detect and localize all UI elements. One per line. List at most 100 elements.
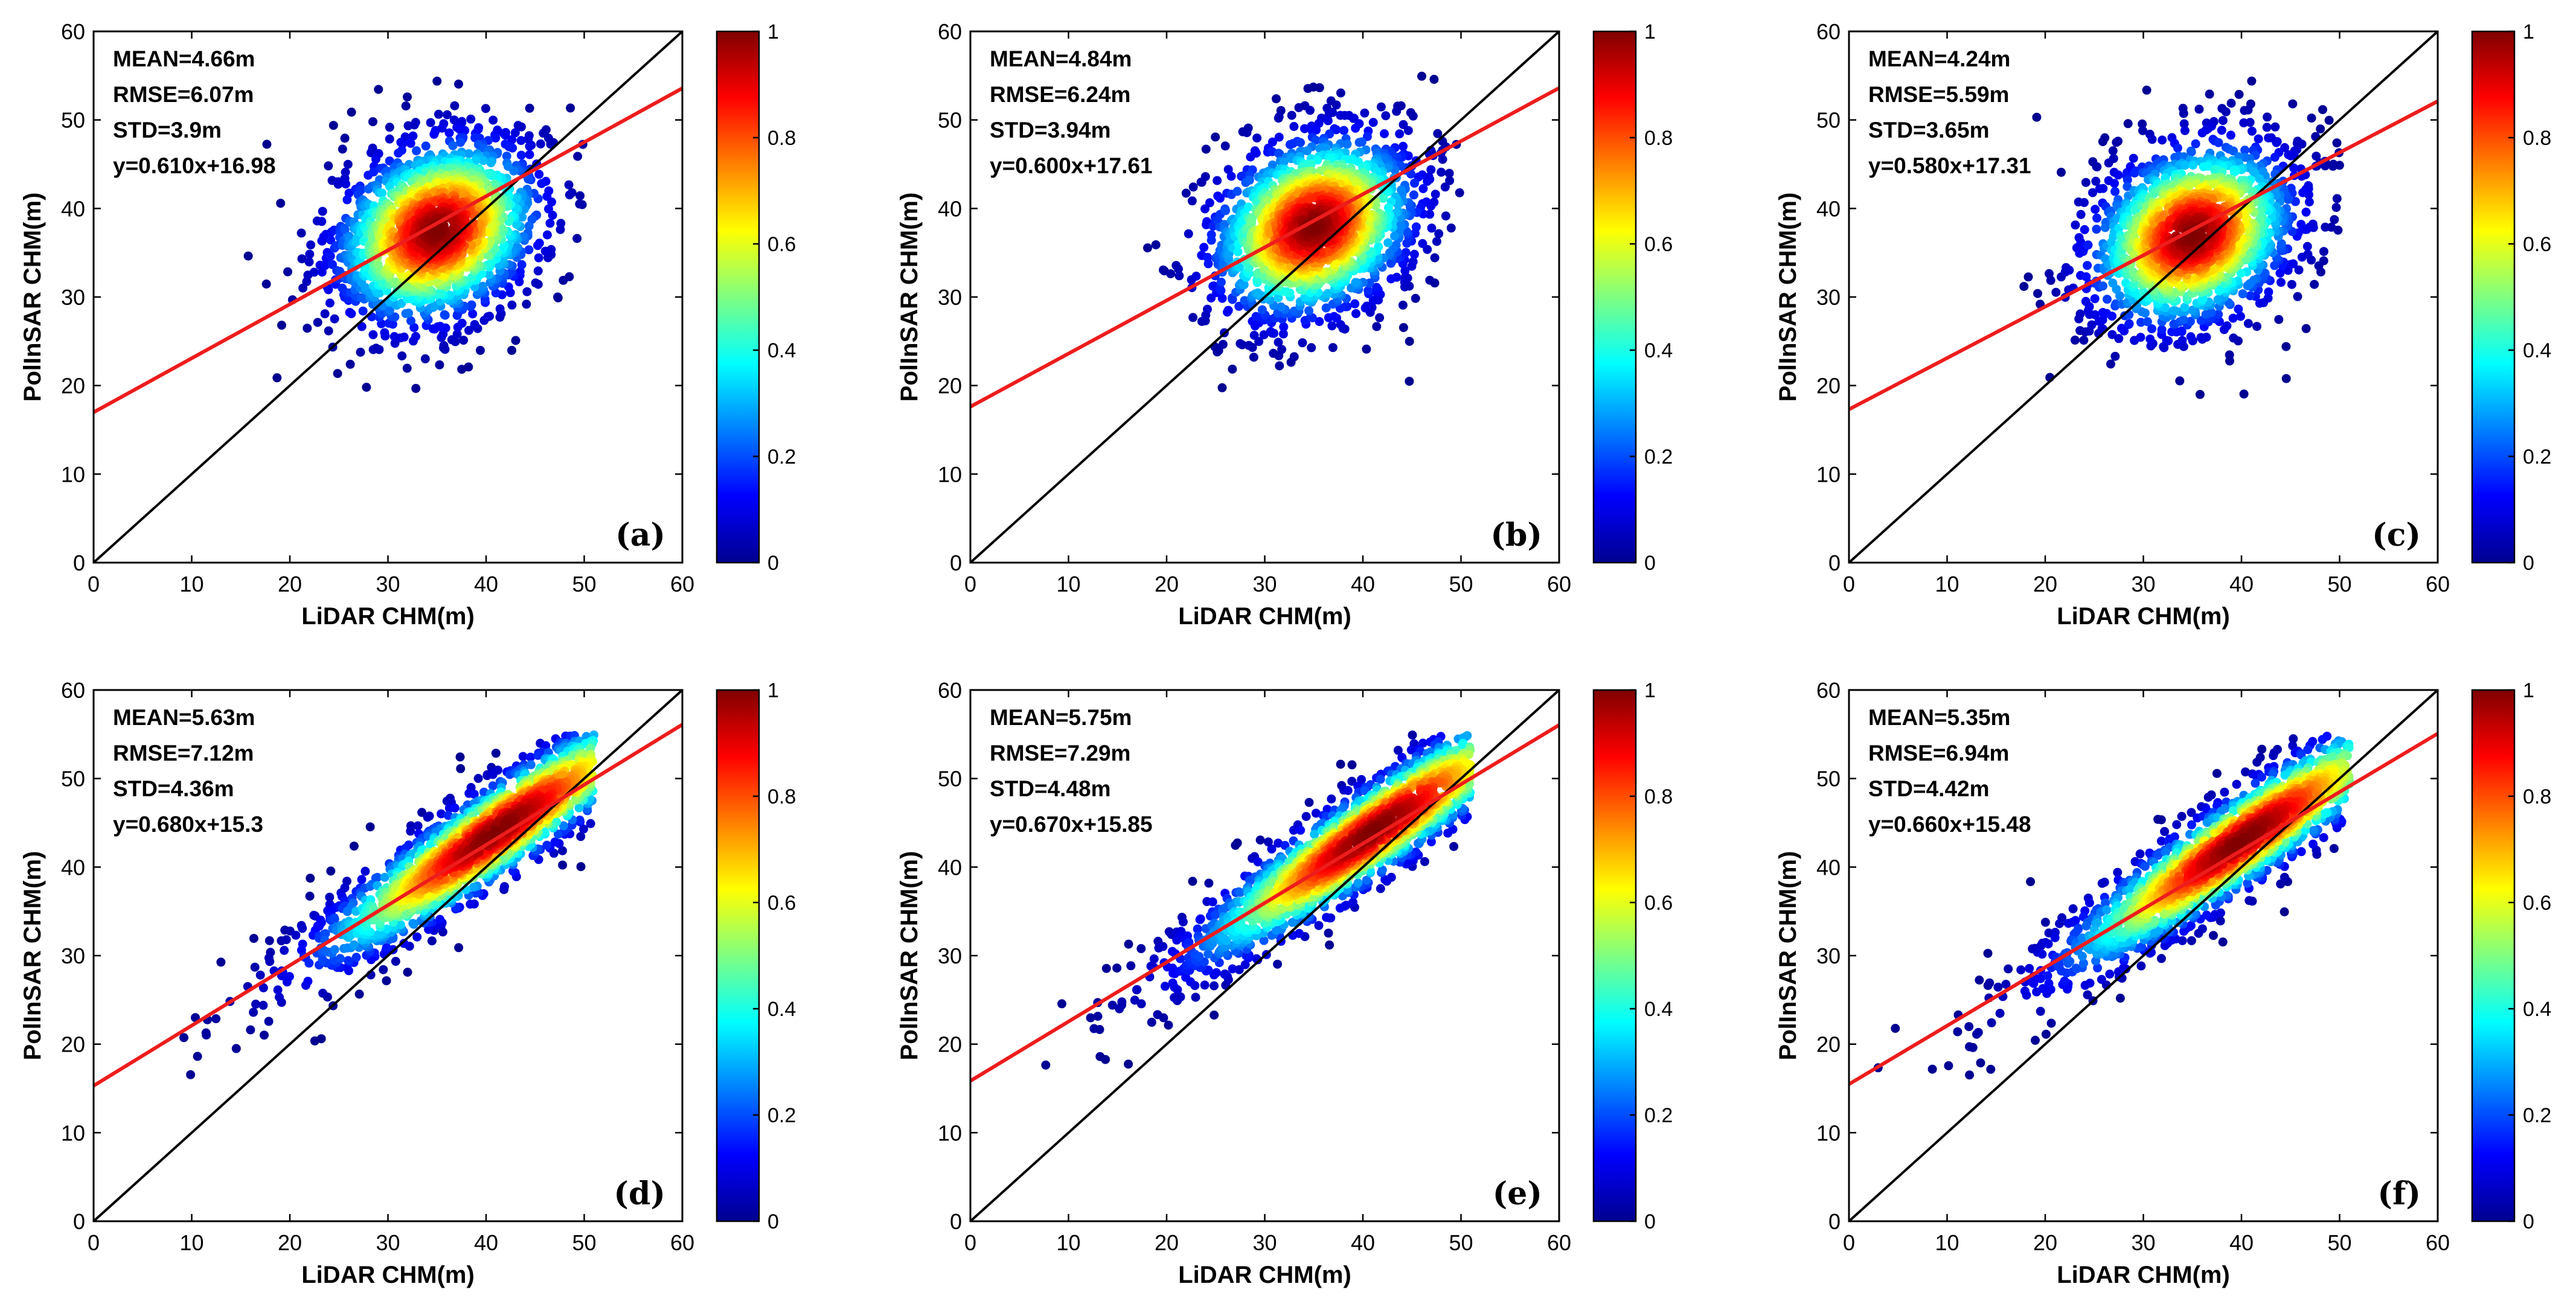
data-point (2142, 317, 2152, 327)
data-point (2194, 104, 2204, 114)
data-point (1188, 313, 1198, 322)
data-point (485, 236, 495, 246)
data-point (1315, 317, 1324, 327)
data-point (380, 328, 389, 337)
x-tick-label: 60 (670, 572, 694, 596)
data-point (2180, 126, 2190, 135)
data-point (1425, 209, 1435, 219)
data-point (2162, 336, 2171, 345)
data-point (2114, 334, 2124, 343)
x-tick-label: 30 (1252, 572, 1277, 596)
data-point (1201, 144, 1211, 154)
data-point (483, 312, 493, 322)
data-point (2098, 137, 2107, 147)
data-point (1166, 269, 1176, 278)
data-point (2080, 198, 2089, 207)
data-point (1220, 141, 1230, 151)
data-point (2108, 146, 2118, 156)
x-tick-label: 50 (572, 572, 596, 596)
data-point (277, 321, 286, 330)
data-point (2179, 315, 2188, 324)
data-point (2070, 335, 2080, 345)
data-point (2301, 324, 2311, 333)
data-point (320, 261, 330, 270)
colorbar-tick-label: 0.4 (767, 339, 796, 362)
data-point (385, 123, 394, 132)
data-point (1376, 102, 1386, 112)
panel-label: (b) (1490, 517, 1542, 554)
x-tick-label: 40 (474, 572, 498, 596)
data-point (540, 246, 550, 256)
data-point (1331, 100, 1341, 110)
data-point (564, 180, 574, 190)
data-point (1418, 239, 1427, 248)
data-point (385, 305, 394, 315)
data-point (347, 107, 356, 117)
data-point (2234, 89, 2244, 99)
data-point (2136, 318, 2145, 327)
data-point (2113, 170, 2123, 180)
data-point (297, 254, 307, 264)
data-point (1200, 204, 1210, 214)
data-point (2180, 302, 2190, 312)
data-point (2243, 319, 2253, 328)
data-point (2107, 311, 2117, 321)
data-point (2023, 272, 2033, 282)
data-point (1237, 199, 1246, 209)
data-point (1425, 275, 1435, 285)
data-point (495, 304, 505, 314)
data-point (2281, 342, 2291, 351)
data-point (460, 126, 470, 135)
data-point (1223, 305, 1233, 315)
data-point (309, 267, 319, 277)
data-point (385, 156, 394, 166)
data-point (2167, 327, 2177, 337)
data-point (1390, 231, 1399, 241)
data-point (1336, 88, 1345, 98)
data-point (525, 141, 534, 151)
data-point (2098, 184, 2108, 193)
data-point (1306, 106, 1315, 115)
data-point (411, 383, 421, 393)
data-point (1323, 116, 1333, 126)
data-point (1217, 293, 1227, 303)
data-point (2239, 118, 2249, 127)
data-point (340, 225, 350, 235)
data-point (1287, 110, 1296, 120)
data-point (2248, 126, 2257, 136)
data-point (566, 103, 575, 113)
data-point (262, 139, 272, 149)
data-point (1331, 125, 1341, 135)
data-point (1249, 353, 1258, 362)
data-point (1410, 178, 1419, 188)
data-point (516, 267, 525, 276)
data-point (2205, 89, 2214, 99)
data-point (1251, 149, 1261, 158)
data-point (470, 282, 479, 292)
data-point (1321, 303, 1331, 313)
data-point (406, 138, 415, 148)
data-point (2083, 261, 2092, 270)
data-point (544, 204, 553, 214)
data-point (575, 191, 585, 200)
data-point (1384, 203, 1393, 212)
data-point (326, 235, 336, 245)
data-point (2240, 153, 2250, 162)
data-point (2180, 161, 2190, 170)
data-point (342, 195, 352, 205)
data-point (1350, 299, 1360, 308)
data-point (1203, 252, 1213, 262)
data-point (1395, 129, 1405, 139)
data-point (1143, 243, 1152, 253)
data-point (374, 85, 383, 94)
data-point (283, 267, 292, 276)
data-point (1368, 118, 1378, 127)
data-point (1206, 235, 1216, 245)
data-point (1216, 193, 1225, 203)
data-point (2033, 289, 2042, 298)
data-point (390, 312, 400, 322)
data-point (371, 343, 381, 353)
data-point (1197, 177, 1206, 187)
data-point (345, 359, 355, 369)
data-point (2123, 119, 2133, 129)
